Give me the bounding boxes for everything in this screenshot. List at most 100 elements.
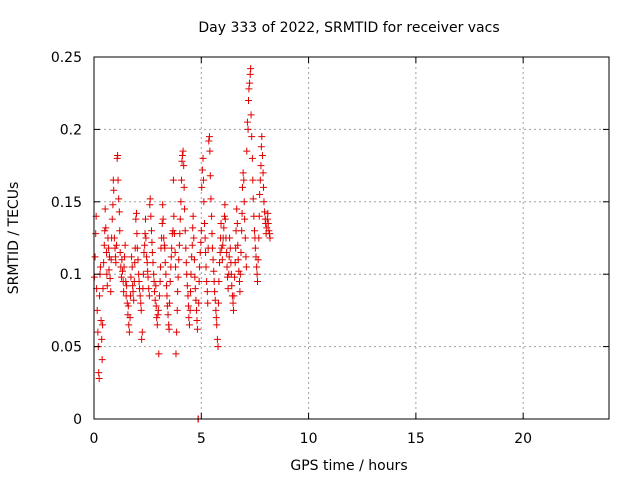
data-point xyxy=(249,176,257,184)
data-point xyxy=(110,234,118,242)
data-point xyxy=(161,259,169,267)
data-point xyxy=(126,292,134,300)
data-point xyxy=(178,176,186,184)
plot-frame xyxy=(93,56,610,420)
data-point xyxy=(123,299,131,307)
data-point xyxy=(197,227,205,235)
data-point xyxy=(253,270,261,278)
data-point xyxy=(148,238,156,246)
data-point xyxy=(133,244,141,252)
data-point xyxy=(139,270,147,278)
data-point xyxy=(196,263,204,271)
data-point xyxy=(109,201,117,209)
data-point xyxy=(119,267,127,275)
data-point xyxy=(213,335,221,343)
data-point xyxy=(114,151,122,159)
data-point xyxy=(246,79,254,87)
data-point xyxy=(191,285,199,293)
data-point xyxy=(220,224,228,232)
data-point xyxy=(195,277,203,285)
data-point xyxy=(181,227,189,235)
data-point xyxy=(164,311,172,319)
data-point xyxy=(233,205,241,213)
data-point xyxy=(103,282,111,290)
data-point xyxy=(120,253,128,261)
data-point xyxy=(240,176,248,184)
data-point xyxy=(125,328,133,336)
data-point xyxy=(114,176,122,184)
data-point xyxy=(155,292,163,300)
data-point xyxy=(146,195,154,203)
data-point xyxy=(92,230,100,238)
data-point xyxy=(151,288,159,296)
data-point xyxy=(132,215,140,223)
data-point xyxy=(102,248,110,256)
data-point xyxy=(224,285,232,293)
data-point xyxy=(213,321,221,329)
data-point xyxy=(206,172,214,180)
data-point xyxy=(182,244,190,252)
data-point xyxy=(178,151,186,159)
data-point xyxy=(101,227,109,235)
data-point xyxy=(251,244,259,252)
data-point xyxy=(208,230,216,238)
data-point xyxy=(147,212,155,220)
data-point xyxy=(171,248,179,256)
data-point xyxy=(126,314,134,322)
data-point xyxy=(189,212,197,220)
data-point xyxy=(148,248,156,256)
data-point xyxy=(93,306,101,314)
data-point xyxy=(216,248,224,256)
data-point xyxy=(249,195,257,203)
data-point xyxy=(129,288,137,296)
data-point xyxy=(242,253,250,261)
data-point xyxy=(211,288,219,296)
data-point xyxy=(123,282,131,290)
data-point xyxy=(208,212,216,220)
data-point xyxy=(115,195,123,203)
data-point xyxy=(212,306,220,314)
data-point xyxy=(145,285,153,293)
data-point xyxy=(151,296,159,304)
data-point xyxy=(184,292,192,300)
data-point xyxy=(134,256,142,264)
data-point xyxy=(190,256,198,264)
data-point xyxy=(229,306,237,314)
x-tick-label: 5 xyxy=(197,431,206,447)
data-point xyxy=(172,263,180,271)
data-point xyxy=(236,270,244,278)
data-point xyxy=(167,253,175,261)
data-point xyxy=(140,248,148,256)
data-point xyxy=(243,147,251,155)
data-point xyxy=(128,253,136,261)
data-point xyxy=(99,285,107,293)
data-point xyxy=(225,253,233,261)
y-tick-label: 0.1 xyxy=(60,267,82,283)
y-tick-label: 0.25 xyxy=(51,50,82,66)
data-point xyxy=(226,234,234,242)
data-point xyxy=(120,288,128,296)
data-point xyxy=(107,256,115,264)
data-point xyxy=(179,147,187,155)
data-point xyxy=(110,186,118,194)
data-point xyxy=(209,256,217,264)
data-point xyxy=(205,137,213,145)
data-point xyxy=(239,169,247,177)
data-point xyxy=(223,273,231,281)
data-point xyxy=(198,183,206,191)
data-point xyxy=(173,328,181,336)
data-point xyxy=(180,183,188,191)
data-point xyxy=(174,273,182,281)
data-point xyxy=(163,282,171,290)
data-point xyxy=(144,273,152,281)
data-point xyxy=(96,263,104,271)
data-point xyxy=(187,270,195,278)
data-point xyxy=(100,241,108,249)
data-point xyxy=(116,227,124,235)
data-point xyxy=(248,154,256,162)
data-point xyxy=(122,277,130,285)
data-point xyxy=(117,273,125,281)
data-point xyxy=(173,306,181,314)
data-point xyxy=(153,314,161,322)
